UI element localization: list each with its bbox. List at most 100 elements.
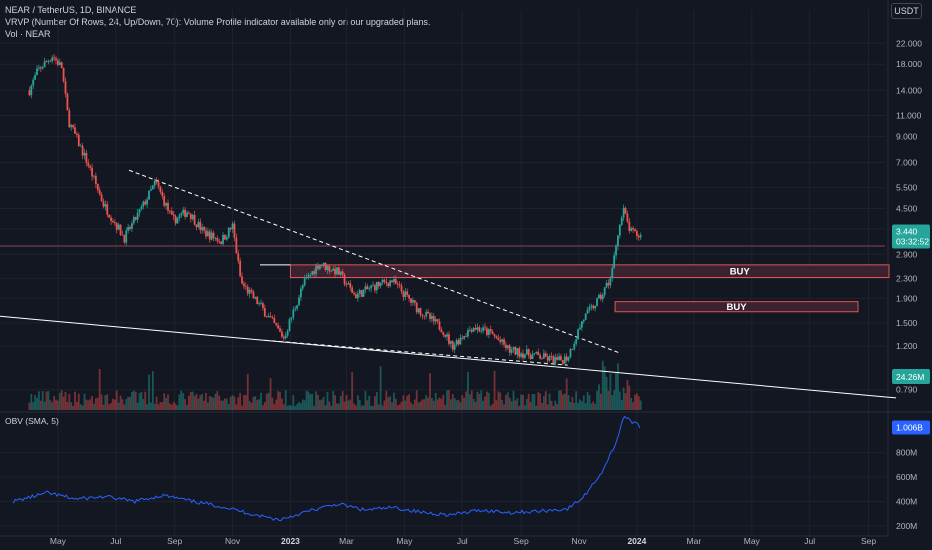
candle-body (96, 183, 99, 190)
volume-bar (170, 404, 173, 410)
volume-bar (508, 397, 511, 410)
volume-bar (582, 395, 585, 410)
volume-bar (153, 403, 156, 410)
price-tick-label: 11.000 (896, 110, 922, 120)
candle-body (252, 291, 255, 299)
candle-body (235, 237, 238, 254)
candle-body (41, 67, 44, 69)
time-tick-label: Nov (571, 536, 587, 546)
candle-body (400, 285, 403, 292)
volume-bar (94, 398, 97, 410)
candle-body (432, 315, 435, 322)
time-tick-label: May (744, 536, 761, 546)
volume-bar (563, 393, 566, 410)
candle-body (468, 329, 471, 331)
volume-bar (552, 405, 555, 410)
volume-bar (349, 399, 352, 410)
volume-bar (364, 390, 367, 410)
volume-bar (368, 395, 371, 410)
volume-bar (41, 391, 44, 410)
candle-body (529, 355, 532, 360)
volume-bar (222, 400, 224, 410)
candle-body (470, 329, 473, 332)
volume-bar (628, 385, 631, 410)
volume-bar (497, 391, 500, 410)
candle-body (599, 294, 602, 300)
volume-bar (206, 402, 209, 410)
volume-bar (330, 405, 333, 410)
trendlines (0, 169, 897, 399)
volume-bar (205, 392, 207, 410)
candle-body (503, 339, 505, 345)
candle-body (495, 336, 498, 338)
volume-bar (554, 400, 557, 410)
candle-body (347, 283, 350, 285)
candle-body (417, 308, 420, 313)
volume-bar (57, 400, 59, 410)
volume-bar (383, 400, 386, 410)
volume-badge (892, 369, 930, 384)
volume-bar (412, 404, 414, 410)
candle-body (210, 232, 213, 240)
volume-bar (186, 404, 188, 410)
volume-bar (252, 396, 255, 410)
candle-body (413, 300, 416, 303)
candle-body (301, 285, 304, 289)
volume-bar (269, 378, 272, 410)
candle-body (421, 314, 424, 316)
candle-body (104, 204, 107, 207)
volume-bar (182, 393, 185, 410)
support-trendline (0, 315, 897, 399)
volume-bar (55, 399, 57, 410)
candle-body (533, 353, 536, 355)
candle-body (584, 313, 587, 320)
candle-body (592, 305, 595, 309)
candle-body (155, 180, 158, 183)
volume-bar (239, 393, 242, 410)
volume-bar (72, 405, 74, 410)
candle-body (393, 278, 395, 283)
candle-body (332, 268, 335, 271)
volume-bar (470, 390, 473, 410)
candle-body (345, 284, 348, 286)
volume-bar (476, 391, 479, 410)
volume-bar (599, 393, 602, 410)
volume-bar (305, 390, 308, 410)
volume-bar (501, 399, 504, 410)
volume-bar (542, 396, 545, 410)
candle-body (478, 327, 481, 332)
candle-body (284, 335, 287, 339)
volume-bar (546, 404, 549, 410)
buy-zone-label: BUY (727, 302, 748, 313)
volume-bar (394, 398, 397, 410)
volume-bar (134, 391, 137, 410)
candle-body (184, 209, 186, 217)
candle-body (487, 329, 490, 335)
volume-bar (444, 405, 447, 410)
volume-bar (355, 405, 357, 410)
candle-body (123, 234, 126, 243)
volume-bar (569, 402, 572, 410)
volume-bar (102, 404, 105, 410)
volume-bar (468, 394, 471, 410)
vrvp-indicator-label: VRVP (Number Of Rows, 24, Up/Down, 70): … (5, 17, 431, 27)
candle-body (311, 271, 314, 275)
candle-body (60, 62, 63, 69)
candle-body (603, 287, 606, 296)
candle-body (193, 214, 196, 225)
candle-body (463, 336, 466, 339)
currency-button[interactable]: USDT (891, 3, 922, 19)
candle-body (427, 311, 429, 314)
volume-bar (197, 398, 200, 410)
price-tick-label: 5.500 (896, 183, 918, 193)
candle-body (448, 334, 450, 344)
volume-bar (588, 395, 591, 410)
volume-bar (605, 376, 608, 410)
candle-body (588, 306, 591, 310)
volume-bar (233, 396, 236, 410)
volume-bar (613, 390, 616, 410)
volume-bar (199, 395, 202, 410)
time-tick-label: Sep (167, 536, 182, 546)
volume-bar (565, 378, 568, 410)
